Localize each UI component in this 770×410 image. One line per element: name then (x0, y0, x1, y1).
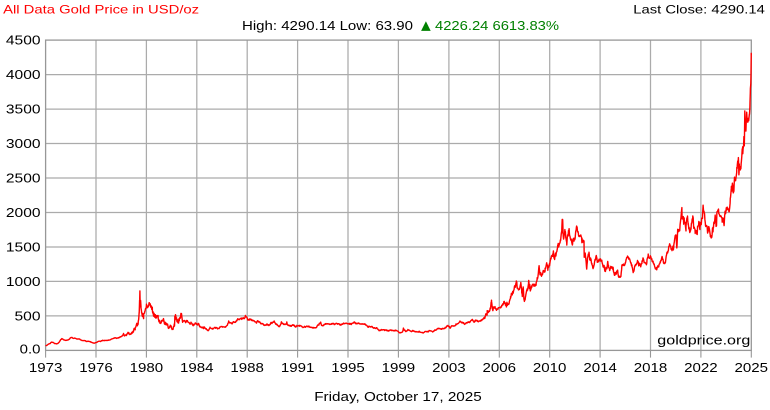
svg-text:goldprice.org: goldprice.org (657, 332, 750, 347)
svg-text:4226.24 6613.83%: 4226.24 6613.83% (435, 18, 559, 33)
svg-text:3000: 3000 (6, 136, 41, 151)
svg-text:2000: 2000 (6, 205, 41, 220)
svg-text:1980: 1980 (130, 360, 164, 375)
svg-text:2006: 2006 (483, 360, 517, 375)
svg-text:2500: 2500 (6, 171, 41, 186)
svg-text:1995: 1995 (331, 360, 365, 375)
svg-text:4500: 4500 (6, 33, 41, 48)
svg-text:Friday, October 17, 2025: Friday, October 17, 2025 (314, 389, 482, 404)
svg-text:2003: 2003 (432, 360, 466, 375)
svg-text:3500: 3500 (6, 102, 41, 117)
svg-text:500: 500 (15, 309, 41, 324)
svg-text:High: 4290.14 Low: 63.90: High: 4290.14 Low: 63.90 (242, 18, 413, 33)
svg-text:1973: 1973 (29, 360, 63, 375)
svg-text:All Data Gold Price in USD/oz: All Data Gold Price in USD/oz (3, 3, 199, 17)
svg-text:1988: 1988 (230, 360, 264, 375)
svg-text:2025: 2025 (735, 360, 769, 375)
svg-text:2018: 2018 (634, 360, 668, 375)
svg-text:Last Close: 4290.14: Last Close: 4290.14 (633, 3, 765, 17)
svg-text:1984: 1984 (180, 360, 214, 375)
svg-text:0.0: 0.0 (20, 342, 41, 357)
svg-text:1000: 1000 (6, 274, 41, 289)
svg-text:2022: 2022 (684, 360, 718, 375)
svg-text:1991: 1991 (281, 360, 315, 375)
svg-text:1976: 1976 (79, 360, 113, 375)
svg-text:1500: 1500 (6, 240, 41, 255)
svg-text:1999: 1999 (382, 360, 416, 375)
svg-text:2014: 2014 (583, 360, 617, 375)
svg-text:4000: 4000 (6, 67, 41, 82)
svg-text:2010: 2010 (533, 360, 567, 375)
